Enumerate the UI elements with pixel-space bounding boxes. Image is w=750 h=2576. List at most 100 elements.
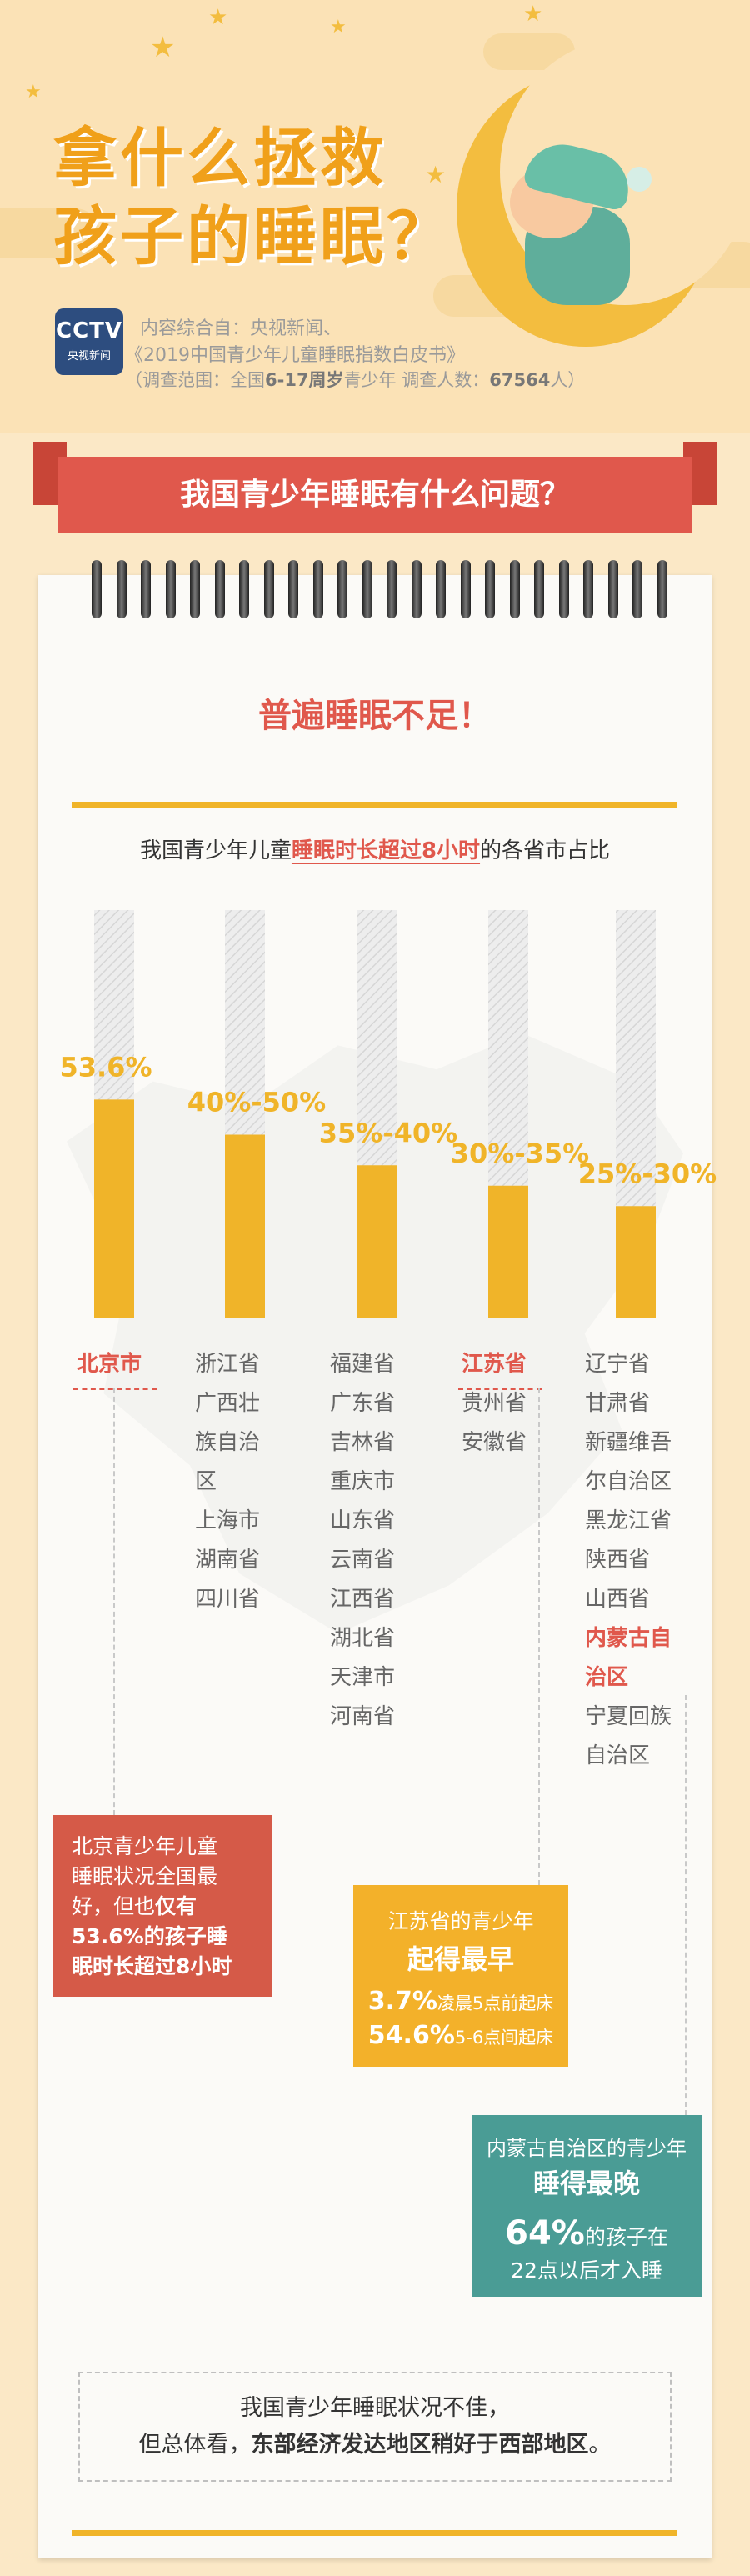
province-label: 新疆维吾	[585, 1430, 672, 1455]
chart-title-suffix: 的各省市占比	[480, 838, 611, 863]
province-label: 宁夏回族	[585, 1704, 672, 1729]
star-icon: ★	[425, 161, 447, 188]
province-label: 上海市	[195, 1508, 261, 1533]
province-label: 山东省	[330, 1508, 396, 1533]
bar-value-label: 25%-30%	[578, 1158, 717, 1189]
chart-title: 我国青少年儿童睡眠时长超过8小时的各省市占比	[0, 833, 750, 864]
callout-text-part: 好，但也	[72, 1894, 156, 1918]
callout-text: 北京青少年儿童	[72, 1834, 218, 1858]
province-label: 湖北省	[330, 1626, 396, 1651]
source-scope-suffix: 人）	[550, 370, 586, 390]
bar	[94, 1099, 134, 1318]
province-label: 福建省	[330, 1352, 396, 1377]
spiral-ring	[338, 560, 348, 618]
conclusion-line2: 但总体看，东部经济发达地区稍好于西部地区。	[80, 2427, 670, 2463]
province-label: 辽宁省	[585, 1352, 651, 1377]
callout-emphasis-line: 53.6%的孩子睡	[72, 1922, 253, 1952]
province-label: 云南省	[330, 1548, 396, 1573]
conclusion-line1: 我国青少年睡眠状况不佳，	[240, 2395, 510, 2421]
source-line-3: （调查范围：全国6-17周岁青少年 调查人数：67564人）	[125, 367, 585, 392]
province-label: 河南省	[330, 1704, 396, 1729]
stat-text: 的孩子在	[584, 2225, 668, 2249]
star-icon: ★	[25, 82, 42, 103]
spiral-ring	[239, 560, 249, 618]
bar	[225, 1134, 265, 1318]
spiral-ring	[190, 560, 200, 618]
spiral-ring	[436, 560, 446, 618]
callout-stat-row: 3.7% 凌晨5点前起床	[353, 1987, 568, 2016]
stat-value: 64%	[505, 2214, 585, 2253]
spiral-ring	[485, 560, 495, 618]
highlight-underline	[458, 1388, 542, 1390]
callout-stat-row: 64%的孩子在	[472, 2214, 702, 2253]
province-label: 族自治	[195, 1430, 261, 1455]
source-scope-mid: 青少年 调查人数：	[343, 370, 490, 390]
logo-subtext: 央视新闻	[67, 350, 111, 363]
province-label: 重庆市	[330, 1469, 396, 1494]
spiral-ring	[583, 560, 593, 618]
page-title-line1: 拿什么拯救	[53, 121, 387, 195]
bar-value-label: 53.6%	[59, 1051, 152, 1083]
spiral-ring	[362, 560, 372, 618]
province-label: 广西壮	[195, 1391, 261, 1416]
chart-title-prefix: 我国青少年儿童	[139, 838, 292, 863]
spiral-ring	[460, 560, 471, 618]
conclusion-box: 我国青少年睡眠状况不佳， 但总体看，东部经济发达地区稍好于西部地区。	[78, 2372, 672, 2482]
spiral-ring	[92, 560, 102, 618]
province-label: 北京市	[77, 1352, 142, 1377]
spiral-ring	[214, 560, 225, 618]
source-line-1: 内容综合自：央视新闻、	[140, 318, 342, 339]
stat-value: 54.6%	[368, 2021, 455, 2050]
spiral-ring	[312, 560, 323, 618]
province-label: 湖南省	[195, 1548, 261, 1573]
bar	[488, 1185, 528, 1318]
bar	[357, 1165, 397, 1318]
callout-headline: 睡得最晚	[532, 2168, 640, 2199]
province-label: 广东省	[330, 1391, 396, 1416]
spiral-ring	[387, 560, 397, 618]
stat-text: 5-6点间起床	[454, 2028, 554, 2048]
province-label: 四川省	[195, 1587, 261, 1612]
page-title-line2: 孩子的睡眠？	[53, 199, 453, 273]
spiral-ring	[632, 560, 642, 618]
conclusion-text: 。	[588, 2432, 612, 2458]
callout-text: 好，但也仅有	[72, 1892, 253, 1922]
section-banner: 我国青少年睡眠有什么问题？	[58, 457, 692, 533]
callout-emphasis-line: 眠时长超过8小时	[72, 1952, 253, 1982]
province-label: 区	[195, 1469, 218, 1494]
spiral-ring	[141, 560, 151, 618]
province-label: 江苏省	[462, 1352, 528, 1377]
bar-value-label: 35%-40%	[319, 1117, 458, 1148]
stat-text: 凌晨5点前起床	[437, 1993, 554, 2013]
cloud-decoration	[0, 208, 100, 258]
logo-text: CCTV	[55, 318, 123, 343]
province-label: 尔自治区	[585, 1469, 672, 1494]
callout-emphasis: 眠时长超过8小时	[72, 1954, 232, 1978]
bar-value-label: 40%-50%	[188, 1087, 326, 1118]
province-label: 黑龙江省	[585, 1508, 672, 1533]
province-label: 天津市	[330, 1665, 396, 1690]
spiral-ring	[608, 560, 618, 618]
spiral-ring	[165, 560, 176, 618]
province-label: 安徽省	[462, 1430, 528, 1455]
callout-stat-row: 54.6% 5-6点间起床	[353, 2021, 568, 2050]
star-icon: ★	[208, 5, 228, 30]
callout-neimenggu: 内蒙古自治区的青少年 睡得最晚 64%的孩子在 22点以后才入睡	[472, 2115, 702, 2297]
province-label: 自治区	[585, 1743, 651, 1768]
leader-line-neimenggu	[685, 1695, 687, 2115]
source-count: 67564	[489, 370, 551, 390]
callout-beijing: 北京青少年儿童 睡眠状况全国最 好，但也仅有 53.6%的孩子睡 眠时长超过8小…	[53, 1815, 272, 1997]
spiral-binding	[92, 560, 675, 627]
bar-value-label: 30%-35%	[451, 1138, 589, 1169]
source-line-2: 《2019中国青少年儿童睡眠指数白皮书》	[125, 345, 465, 366]
stat-value: 3.7%	[368, 1987, 438, 2016]
callout-jiangsu: 江苏省的青少年 起得最早 3.7% 凌晨5点前起床 54.6% 5-6点间起床	[353, 1885, 568, 2067]
cctv-logo: CCTV 央视新闻	[55, 308, 123, 375]
spiral-ring	[558, 560, 569, 618]
spiral-ring	[534, 560, 544, 618]
section-subheading: 普遍睡眠不足！	[258, 697, 492, 735]
callout-headline: 起得最早	[407, 1943, 514, 1975]
leader-line-beijing	[113, 1388, 115, 1815]
